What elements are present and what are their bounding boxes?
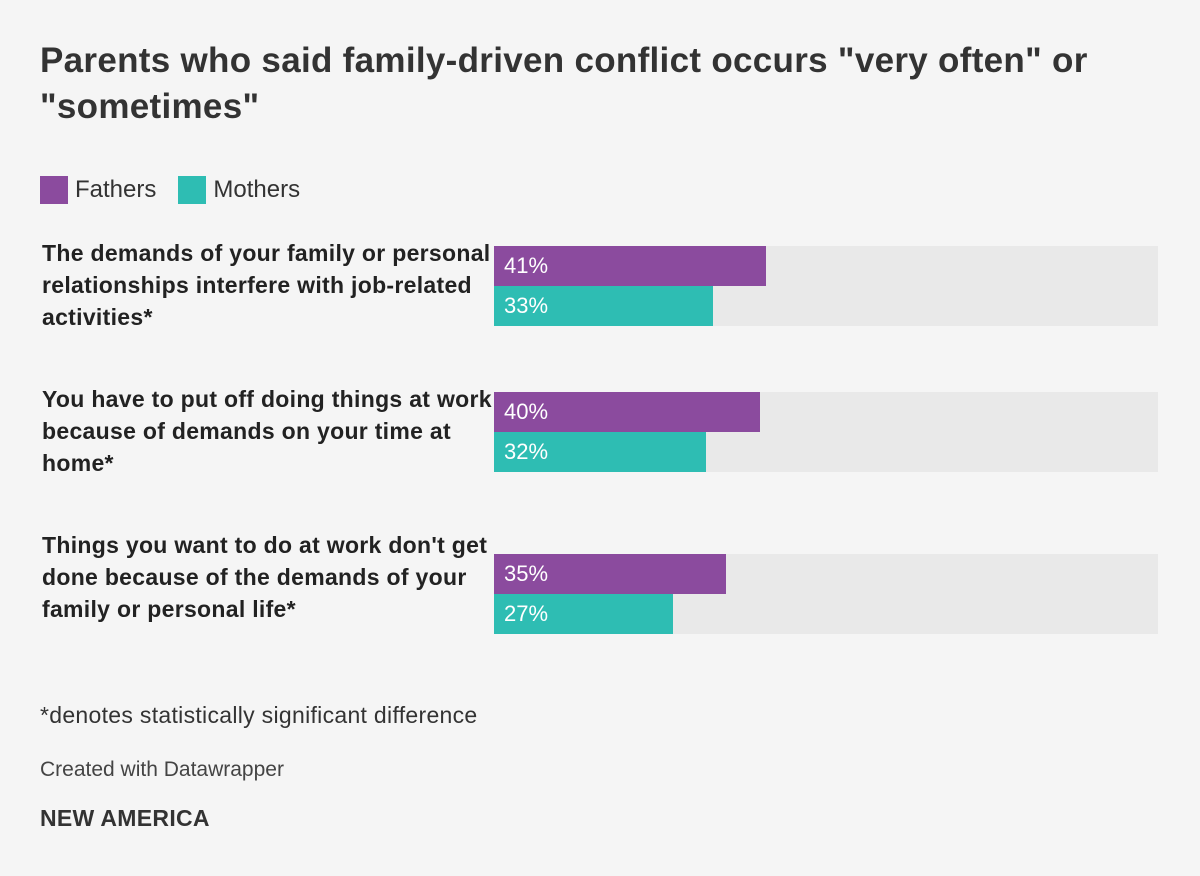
category-label: The demands of your family or personal r… [42, 240, 491, 330]
bar-value-label: 27% [504, 601, 549, 626]
chart-row: Things you want to do at work don't get … [40, 529, 1160, 659]
bar-value-label: 40% [504, 399, 549, 424]
legend: Fathers Mothers [40, 174, 322, 206]
category-label: Things you want to do at work don't get … [42, 532, 488, 622]
bar-mothers: 32% [494, 432, 706, 472]
bar-fathers: 41% [494, 246, 766, 286]
legend-swatch-fathers [40, 176, 68, 204]
legend-item-mothers: Mothers [178, 176, 300, 204]
bar-value-label: 33% [504, 293, 549, 318]
bar-track: 41% 33% [494, 246, 1158, 326]
bar-value-label: 41% [504, 253, 549, 278]
chart-row: The demands of your family or personal r… [40, 237, 1160, 337]
bar-track: 35% 27% [494, 554, 1158, 634]
bar-mothers: 27% [494, 594, 673, 634]
legend-swatch-mothers [178, 176, 207, 204]
bar-track: 40% 32% [494, 392, 1158, 472]
footnote: *denotes statistically significant diffe… [40, 702, 478, 728]
legend-label-fathers: Fathers [75, 176, 157, 203]
bar-value-label: 35% [504, 561, 549, 586]
chart-row: You have to put off doing things at work… [40, 383, 1160, 483]
bar-fathers: 40% [494, 392, 760, 432]
bar-fathers: 35% [494, 554, 726, 594]
legend-item-fathers: Fathers [40, 176, 156, 204]
chart-title: Parents who said family-driven conflict … [40, 41, 1088, 126]
bar-mothers: 33% [494, 286, 713, 326]
category-label: You have to put off doing things at work… [42, 386, 492, 476]
legend-label-mothers: Mothers [213, 176, 301, 203]
brand-name: NEW AMERICA [40, 805, 210, 831]
bar-value-label: 32% [504, 439, 549, 464]
credit-line: Created with Datawrapper [40, 758, 284, 781]
